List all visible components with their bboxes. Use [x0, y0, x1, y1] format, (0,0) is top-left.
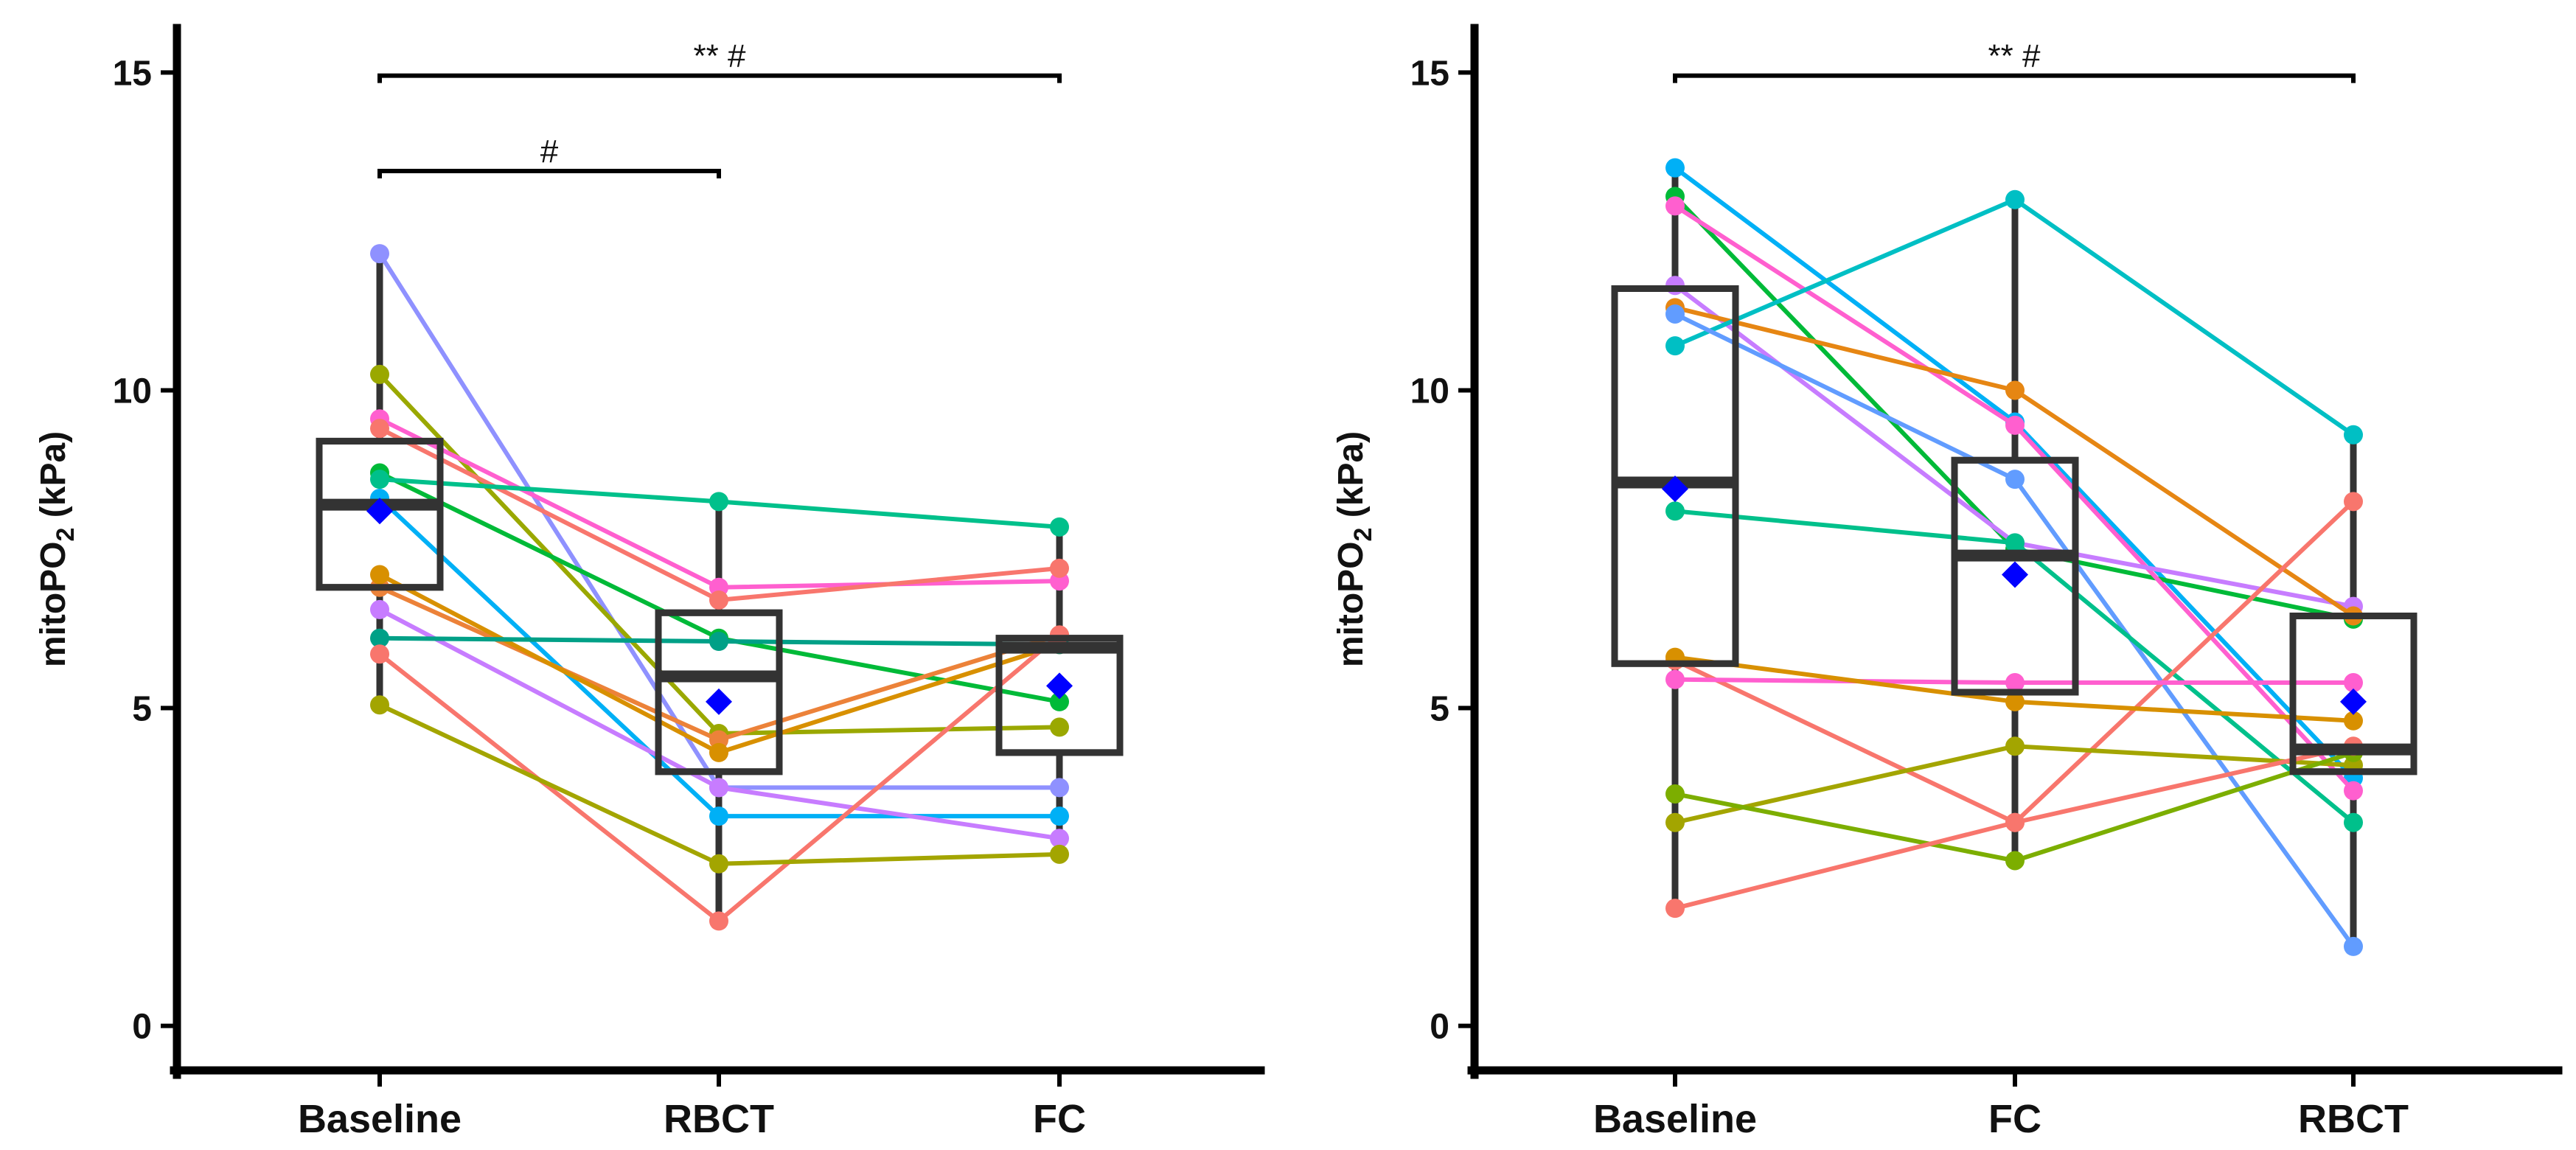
subject-point [370, 419, 389, 439]
subject-point [370, 644, 389, 664]
subject-point [2344, 425, 2363, 445]
y-tick-label: 0 [1430, 1008, 1449, 1047]
subject-point [1665, 669, 1685, 689]
subject-point [370, 565, 389, 585]
subject-point [370, 599, 389, 619]
x-category-label: Baseline [1593, 1097, 1757, 1141]
subject-point [1665, 784, 1685, 804]
subject-point [2005, 691, 2025, 711]
y-tick-label: 15 [1410, 54, 1449, 93]
subject-point [2005, 380, 2025, 400]
subject-point [370, 628, 389, 648]
box-outline [2289, 613, 2417, 776]
subject-point [2344, 781, 2363, 801]
subject-point [2005, 415, 2025, 435]
subject-point [709, 911, 728, 931]
y-tick-label: 0 [132, 1008, 152, 1047]
x-category-label: RBCT [664, 1097, 774, 1141]
significance-label: ** # [694, 38, 746, 74]
subject-point [1050, 844, 1069, 864]
subject-point [2005, 470, 2025, 489]
y-axis-title: mitoPO2 (kPa) [34, 431, 80, 667]
subject-point [2005, 533, 2025, 553]
significance-bracket [377, 73, 1062, 83]
y-tick-label: 10 [1410, 372, 1449, 411]
subject-point [2005, 189, 2025, 209]
mean-marker [1046, 672, 1073, 700]
subject-point [709, 778, 728, 798]
subject-point [709, 806, 728, 826]
subject-point [2005, 736, 2025, 756]
significance-bracket [1673, 73, 2356, 83]
subject-point [1050, 558, 1069, 578]
box-outline [316, 437, 444, 591]
subject-point [1050, 717, 1069, 737]
box-outline [995, 635, 1124, 756]
subject-point [709, 854, 728, 874]
subject-point [370, 244, 389, 264]
subject-point [1050, 691, 1069, 711]
significance-label: # [540, 133, 559, 170]
subject-point [1665, 196, 1685, 216]
subject-point [1665, 812, 1685, 832]
subject-point [2344, 936, 2363, 956]
subject-point [1050, 778, 1069, 798]
subject-point [2344, 711, 2363, 731]
subject-point [2005, 673, 2025, 693]
mean-marker [706, 688, 732, 715]
x-category-label: Baseline [298, 1097, 462, 1141]
y-axis-title: mitoPO2 (kPa) [1331, 431, 1377, 667]
x-category-label: FC [1033, 1097, 1086, 1141]
subject-point [2005, 812, 2025, 832]
subject-point [370, 364, 389, 384]
box-outline [1951, 456, 2079, 696]
subject-point [1665, 158, 1685, 178]
subject-point [1050, 829, 1069, 848]
y-tick-label: 10 [113, 372, 152, 411]
subject-point [370, 695, 389, 715]
subject-point [709, 590, 728, 610]
subject-point [709, 742, 728, 762]
box-outline [1611, 285, 1739, 667]
subject-point [1665, 336, 1685, 356]
y-tick-label: 5 [132, 690, 152, 729]
subject-point [709, 632, 728, 652]
box-outline [655, 609, 783, 776]
mean-marker [366, 498, 393, 525]
mean-marker [2340, 688, 2367, 715]
subject-point [1050, 806, 1069, 826]
significance-bracket [377, 168, 721, 178]
x-category-label: FC [1988, 1097, 2041, 1141]
subject-point [1050, 517, 1069, 537]
y-tick-label: 15 [113, 54, 152, 93]
mean-marker [1662, 475, 1688, 503]
subject-point [2344, 812, 2363, 832]
y-tick-label: 5 [1430, 690, 1449, 729]
left-panel-chart: 0 5 10 15 Baseline RBCT FC mitoPO2 (kPa) ** # # [34, 24, 1265, 1141]
x-category-label: RBCT [2298, 1097, 2409, 1141]
subject-point [2344, 673, 2363, 693]
subject-point [370, 470, 389, 489]
significance-label: ** # [1988, 38, 2041, 74]
right-panel-chart: 0 5 10 15 Baseline FC RBCT mitoPO2 (kPa) ** # [1331, 24, 2563, 1141]
mean-marker [2002, 561, 2028, 588]
subject-point [709, 492, 728, 512]
subject-point [1665, 304, 1685, 324]
subject-point [2005, 851, 2025, 871]
subject-point [1665, 899, 1685, 919]
subject-point [2344, 492, 2363, 512]
subject-point [1665, 501, 1685, 521]
